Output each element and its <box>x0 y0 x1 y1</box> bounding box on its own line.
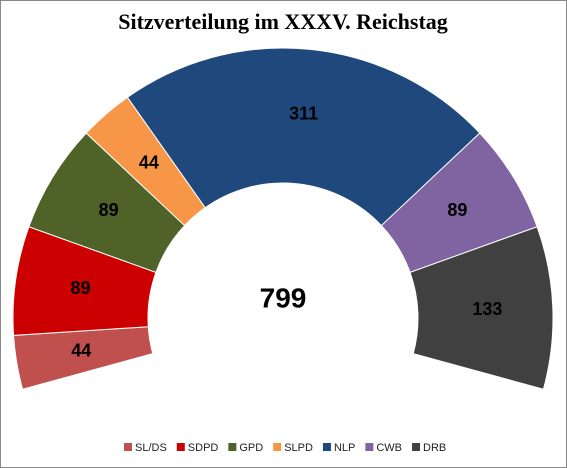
legend-swatch <box>228 443 237 451</box>
segment <box>409 226 554 390</box>
legend-swatch <box>412 443 421 451</box>
legend-swatch <box>322 443 331 451</box>
legend-swatch <box>273 443 282 451</box>
chart-title: Sitzverteilung im XXXV. Reichstag <box>118 9 448 34</box>
value-label: 44 <box>139 152 159 172</box>
value-label: 44 <box>71 341 91 361</box>
legend-label: CWB <box>376 442 402 454</box>
value-label: 89 <box>99 200 119 220</box>
legend-label: NLP <box>334 442 355 454</box>
legend-label: SLPD <box>284 442 313 454</box>
legend-swatch <box>176 443 185 451</box>
value-label: 89 <box>70 278 90 298</box>
segment <box>126 47 481 227</box>
value-label: 133 <box>472 299 502 319</box>
legend-swatch <box>365 443 374 451</box>
legend-label: SL/DS <box>135 442 167 454</box>
legend-label: GPD <box>239 442 263 454</box>
legend-label: DRB <box>423 442 446 454</box>
value-label: 89 <box>447 200 467 220</box>
total-label: 799 <box>260 282 307 313</box>
legend-swatch <box>124 443 132 451</box>
value-label: 311 <box>289 103 318 123</box>
legend-label: SDPD <box>188 442 219 454</box>
